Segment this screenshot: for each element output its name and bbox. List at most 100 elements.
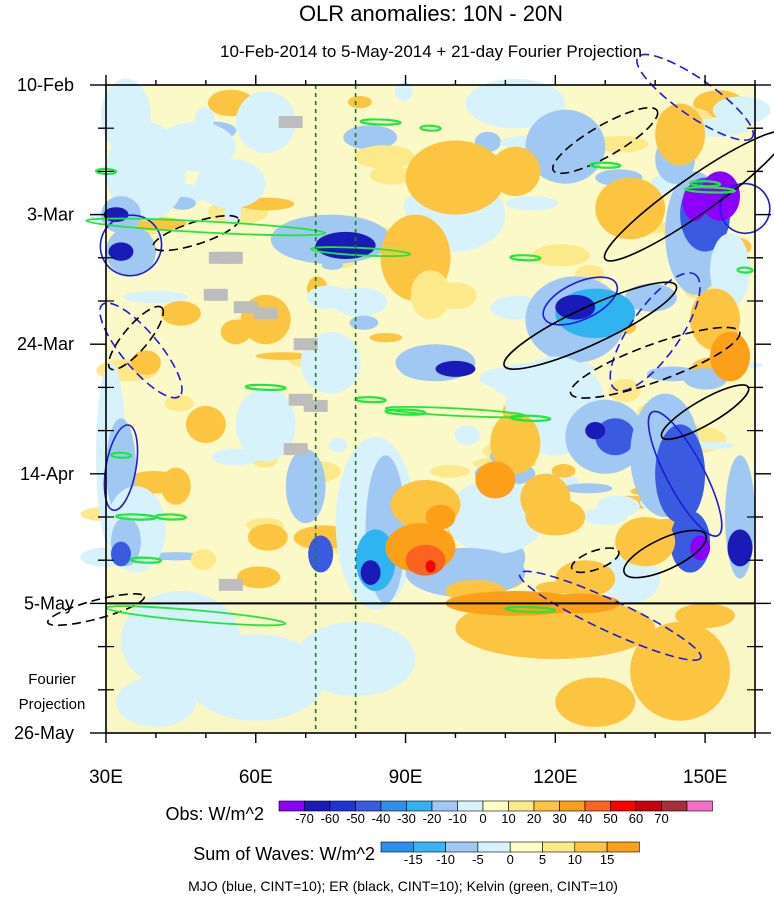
x-tick-label: 120E	[533, 767, 577, 788]
anomaly-patch	[710, 331, 751, 382]
anomaly-patch	[425, 560, 436, 573]
colorbar-tick-label: -5	[472, 852, 484, 867]
colorbar-tick-label: 5	[539, 852, 546, 867]
anomaly-patch	[410, 270, 451, 320]
colorbar-box	[482, 800, 509, 812]
anomaly-patch	[160, 467, 191, 505]
colorbar-box	[508, 800, 535, 812]
anomaly-patch	[555, 677, 636, 727]
mjo-contour	[542, 276, 619, 326]
anomaly-patch	[655, 424, 706, 524]
y-tick-label: 5-May	[24, 593, 74, 613]
missing-data-patch	[278, 116, 303, 129]
er-contour	[623, 529, 708, 579]
anomaly-patch	[563, 483, 613, 494]
anomaly-patch	[130, 350, 161, 376]
colorbar-tick-label: -20	[423, 811, 442, 826]
anomaly-patch	[354, 145, 415, 169]
anomaly-patch	[236, 566, 281, 589]
missing-data-patch	[293, 338, 318, 351]
y-axis: 10-Feb 3-Mar 24-Mar 14-Apr 5-May 26-May	[14, 75, 771, 743]
colorbar-box	[278, 800, 305, 812]
colorbar-tick-label: -10	[436, 852, 455, 867]
kelvin-contour	[129, 556, 163, 564]
kelvin-contour	[244, 383, 287, 392]
anomaly-patch	[185, 405, 226, 443]
colorbar-tick-label: 10	[568, 852, 582, 867]
anomaly-patch	[306, 285, 351, 309]
colorbar-box	[559, 800, 586, 812]
projection-label-line1: Fourier	[28, 671, 76, 688]
colorbar-tick-label: -60	[321, 811, 340, 826]
colorbar-box	[635, 800, 662, 812]
colorbar-tick-label: 20	[527, 811, 541, 826]
er-contour	[551, 106, 659, 175]
colorbar-tick-label: -40	[372, 811, 391, 826]
anomaly-patch	[595, 418, 636, 456]
x-axis: 30E 60E 90E 120E 150E	[89, 75, 756, 788]
kelvin-contour	[589, 161, 622, 169]
missing-data-patch	[218, 578, 243, 591]
kelvin-contour	[384, 408, 427, 416]
anomaly-patch	[615, 517, 676, 567]
anomaly-patch	[235, 387, 296, 462]
anomaly-patch	[525, 498, 586, 536]
colorbar-tick-label: 70	[654, 811, 668, 826]
waves-colorbar-label: Sum of Waves: W/m^2	[193, 844, 375, 864]
anomaly-patch	[223, 203, 242, 224]
anomaly-patch	[675, 603, 736, 629]
anomaly-patch	[328, 437, 348, 453]
anomaly-patch	[532, 244, 590, 267]
anomaly-patch	[600, 554, 661, 604]
anomaly-patch	[160, 301, 201, 326]
colorbar-box	[686, 800, 713, 812]
anomaly-patch	[490, 412, 541, 474]
colorbar-tick-label: -70	[295, 811, 314, 826]
chart-subtitle: 10-Feb-2014 to 5-May-2014 + 21-day Fouri…	[220, 42, 642, 61]
colorbar-box	[661, 800, 688, 812]
plot-frame	[105, 84, 756, 734]
kelvin-contour	[419, 124, 442, 132]
plot-area	[46, 53, 774, 734]
colorbar-box	[610, 800, 637, 812]
anomaly-patch	[349, 315, 379, 330]
er-contour	[46, 593, 146, 627]
er-contour	[603, 130, 774, 262]
y-tick-label: 26-May	[14, 723, 74, 743]
colorbar-box	[406, 800, 433, 812]
colorbar-tick-label: -30	[397, 811, 416, 826]
kelvin-contour	[309, 246, 412, 258]
anomaly-patch	[712, 96, 771, 124]
anomaly-patch	[596, 495, 640, 518]
obs-colorbar-label: Obs: W/m^2	[166, 804, 264, 824]
kelvin-contour	[684, 186, 737, 194]
mjo-contour	[609, 272, 701, 392]
anomaly-patch	[727, 529, 753, 567]
missing-data-patch	[283, 443, 308, 456]
anomaly-patch	[369, 333, 403, 343]
colorbar-box	[457, 800, 484, 812]
anomaly-patch	[555, 560, 616, 598]
anomaly-patch	[425, 504, 456, 530]
anomaly-patch	[155, 122, 236, 172]
anomaly-patch	[505, 196, 559, 211]
anomaly-patch	[195, 159, 266, 209]
anomaly-patch	[110, 541, 131, 567]
colorbar-box	[355, 800, 382, 812]
anomaly-patch	[247, 523, 288, 551]
y-tick-label: 14-Apr	[20, 464, 74, 484]
anomaly-patch	[490, 146, 541, 197]
anomaly-patch	[655, 103, 706, 166]
anomaly-patch	[308, 535, 334, 573]
missing-data-patch	[253, 307, 278, 320]
anomaly-patch	[710, 233, 751, 308]
colorbar-box	[574, 841, 608, 853]
colorbar-box	[533, 800, 560, 812]
anomaly-patch	[435, 360, 476, 377]
kelvin-contour	[509, 414, 552, 422]
kelvin-contour	[504, 605, 557, 614]
anomaly-patch	[108, 242, 134, 261]
kelvin-contour	[154, 513, 187, 521]
colorbar-tick-label: 15	[600, 852, 614, 867]
